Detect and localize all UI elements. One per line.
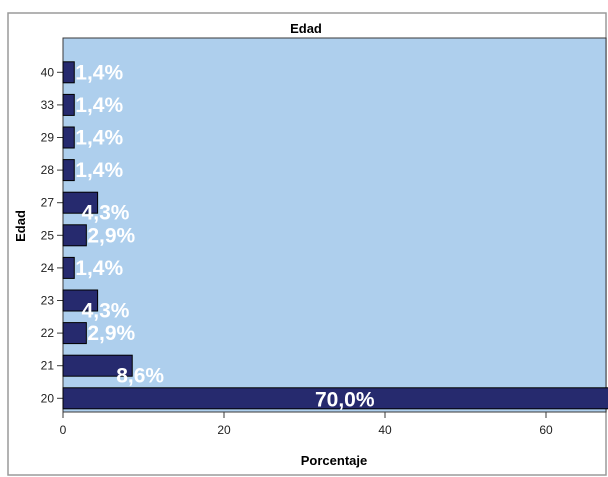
bar [62, 224, 87, 247]
data-label: 4,3% [82, 300, 130, 323]
bar [62, 191, 99, 214]
data-label: 1,4% [75, 127, 123, 150]
y-tick-label: 27 [41, 196, 55, 210]
data-label: 1,4% [75, 94, 123, 117]
data-label: 4,3% [82, 202, 130, 225]
data-label: 1,4% [75, 61, 123, 84]
y-tick-label: 24 [41, 261, 55, 275]
bar [62, 387, 608, 410]
data-label: 70,0% [315, 388, 375, 411]
data-labels: 1,4%1,4%1,4%1,4%4,3%2,9%1,4%4,3%2,9%8,6%… [75, 61, 375, 411]
bar [62, 289, 99, 312]
bar [62, 354, 133, 377]
x-tick-label: 0 [60, 423, 67, 437]
axes: 40 33 29 28 27 25 24 23 22 21 20 0 20 40 60 [41, 65, 553, 437]
x-tick-label: 40 [378, 423, 392, 437]
y-tick-label: 22 [41, 326, 55, 340]
y-axis-label: Edad [13, 210, 28, 242]
bars [62, 61, 608, 410]
data-label: 8,6% [116, 365, 164, 388]
bar [62, 61, 75, 84]
data-label: 2,9% [87, 322, 135, 345]
y-tick-label: 21 [41, 359, 55, 373]
data-label: 2,9% [87, 224, 135, 247]
x-tick-label: 60 [539, 423, 553, 437]
y-tick-label: 40 [41, 65, 55, 79]
y-tick-label: 33 [41, 98, 55, 112]
x-tick-label: 20 [217, 423, 231, 437]
bar [62, 159, 75, 182]
y-tick-label: 29 [41, 131, 55, 145]
y-tick-label: 25 [41, 228, 55, 242]
data-label: 1,4% [75, 257, 123, 280]
bar [62, 93, 75, 116]
y-tick-label: 20 [41, 391, 55, 405]
bar [62, 322, 87, 345]
x-axis-label: Porcentaje [301, 453, 367, 468]
bar [62, 256, 75, 279]
y-tick-label: 23 [41, 294, 55, 308]
data-label: 1,4% [75, 159, 123, 182]
y-tick-label: 28 [41, 163, 55, 177]
plot-area [62, 37, 607, 413]
chart-title: Edad [290, 21, 322, 36]
bar [62, 126, 75, 149]
